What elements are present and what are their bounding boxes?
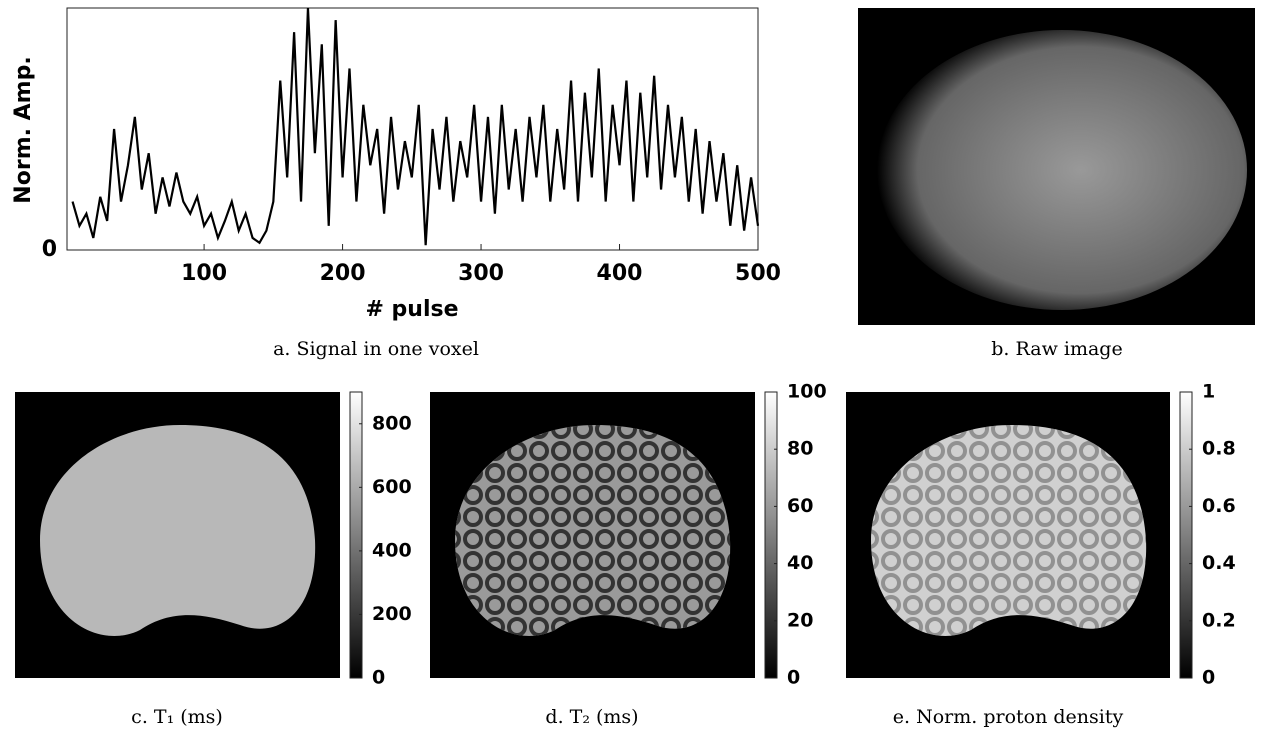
caption: a. Signal in one voxel — [273, 338, 479, 360]
colorbar-tick-label: 0.6 — [1202, 495, 1236, 517]
colorbar-tick-label: 0.8 — [1202, 438, 1236, 460]
colorbar-tick-label: 0 — [1202, 667, 1215, 689]
t2-rings — [455, 425, 731, 636]
x-axis-label: # pulse — [365, 297, 458, 322]
caption: c. T₁ (ms) — [131, 706, 223, 728]
pd-rings — [871, 425, 1147, 636]
colorbar-tick-label: 400 — [372, 539, 412, 561]
raw-image-tissue — [877, 30, 1247, 310]
colorbar-tick-label: 200 — [372, 603, 412, 625]
caption: e. Norm. proton density — [893, 706, 1124, 728]
caption: b. Raw image — [991, 338, 1122, 360]
caption: d. T₂ (ms) — [545, 706, 638, 728]
colorbar-tick-label: 0.2 — [1202, 609, 1236, 631]
signal-line — [71, 7, 760, 246]
plot-frame — [66, 7, 759, 251]
colorbar-tick-label: 40 — [787, 552, 813, 574]
colorbar-tick-label: 600 — [372, 476, 412, 498]
x-tick-label: 400 — [597, 261, 643, 286]
colorbar-tick-label: 1 — [1202, 381, 1215, 403]
colorbar-tick-label: 0 — [787, 667, 800, 689]
colorbar-tick-label: 80 — [787, 438, 813, 460]
y-axis-label: Norm. Amp. — [11, 56, 36, 203]
colorbar — [764, 391, 778, 679]
colorbar-tick-label: 60 — [787, 495, 813, 517]
colorbar-tick-label: 20 — [787, 609, 813, 631]
t1-tissue — [40, 425, 316, 636]
colorbar — [1179, 391, 1193, 679]
colorbar-tick-label: 0.4 — [1202, 552, 1236, 574]
x-tick-label: 500 — [735, 261, 781, 286]
x-tick-label: 300 — [458, 261, 504, 286]
colorbar-tick-label: 100 — [787, 381, 827, 403]
x-tick-label: 200 — [320, 261, 366, 286]
colorbar-tick-label: 0 — [372, 667, 385, 689]
colorbar — [349, 391, 363, 679]
y-tick-label: 0 — [42, 237, 57, 262]
x-tick-label: 100 — [181, 261, 227, 286]
colorbar-tick-label: 800 — [372, 412, 412, 434]
